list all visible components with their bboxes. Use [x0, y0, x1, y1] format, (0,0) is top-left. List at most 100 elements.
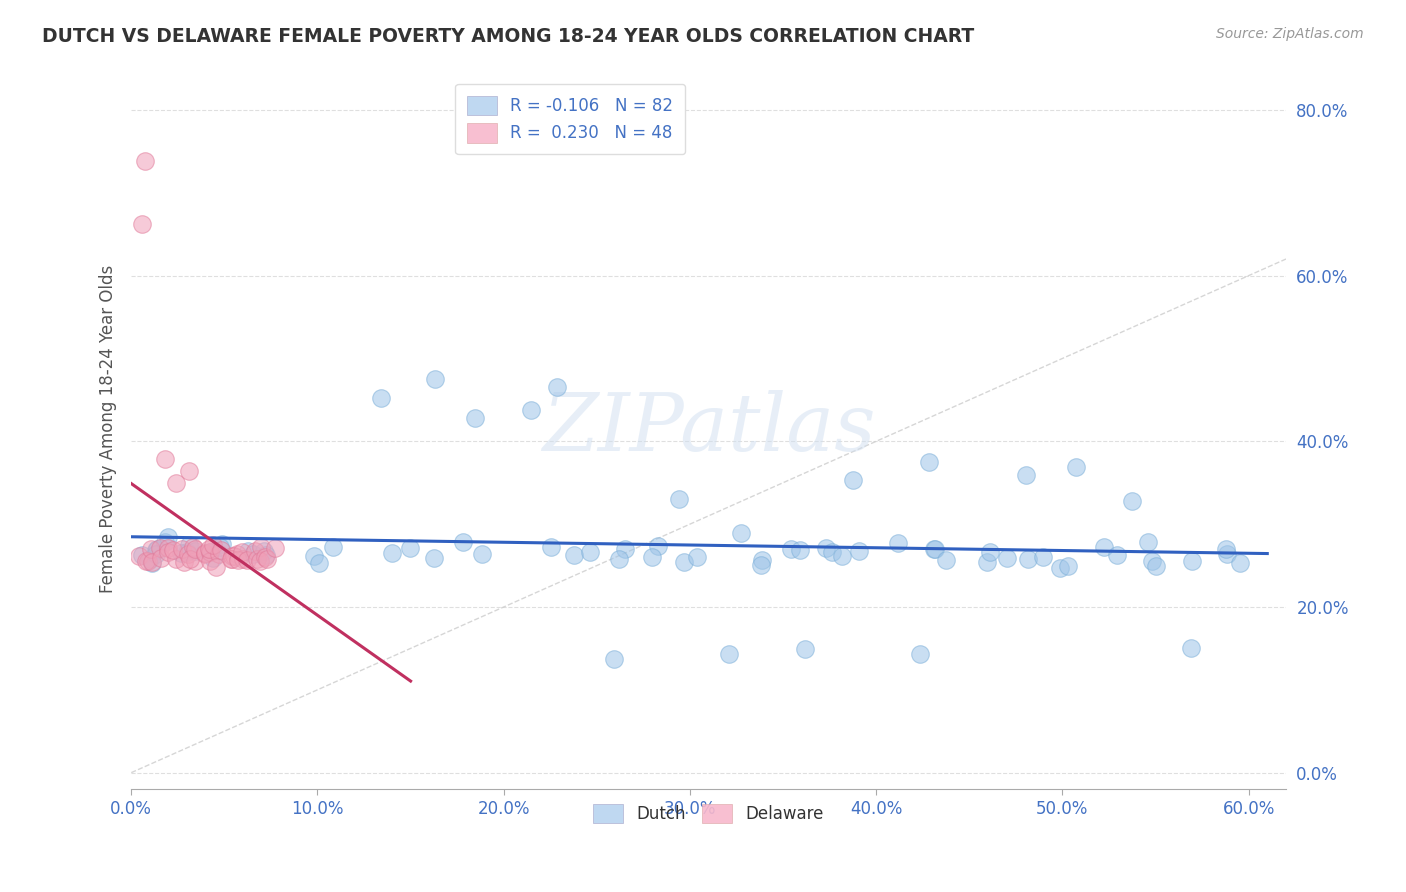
Point	[935, 552, 957, 566]
Point	[751, 553, 773, 567]
Point	[194, 547, 217, 561]
Text: Source: ZipAtlas.com: Source: ZipAtlas.com	[1216, 27, 1364, 41]
Point	[198, 545, 221, 559]
Point	[173, 555, 195, 569]
Point	[153, 451, 176, 466]
Point	[208, 547, 231, 561]
Point	[141, 555, 163, 569]
Point	[165, 475, 187, 490]
Point	[686, 550, 709, 565]
Point	[976, 555, 998, 569]
Point	[156, 544, 179, 558]
Text: ZIPatlas: ZIPatlas	[541, 390, 876, 467]
Point	[641, 550, 664, 565]
Point	[924, 541, 946, 556]
Point	[1032, 549, 1054, 564]
Point	[1144, 559, 1167, 574]
Point	[246, 551, 269, 566]
Point	[157, 541, 180, 556]
Point	[997, 550, 1019, 565]
Point	[236, 544, 259, 558]
Y-axis label: Female Poverty Among 18-24 Year Olds: Female Poverty Among 18-24 Year Olds	[100, 265, 117, 593]
Point	[264, 541, 287, 555]
Point	[177, 537, 200, 551]
Point	[668, 491, 690, 506]
Point	[464, 411, 486, 425]
Point	[471, 547, 494, 561]
Point	[250, 540, 273, 554]
Point	[131, 548, 153, 562]
Point	[184, 544, 207, 558]
Point	[179, 551, 201, 566]
Point	[224, 549, 246, 563]
Point	[139, 551, 162, 566]
Point	[226, 552, 249, 566]
Point	[308, 556, 330, 570]
Point	[221, 549, 243, 563]
Point	[814, 541, 837, 555]
Point	[146, 541, 169, 556]
Point	[177, 547, 200, 561]
Point	[562, 549, 585, 563]
Point	[579, 545, 602, 559]
Point	[519, 402, 541, 417]
Point	[145, 543, 167, 558]
Point	[219, 552, 242, 566]
Point	[1015, 468, 1038, 483]
Point	[1049, 561, 1071, 575]
Point	[321, 541, 343, 555]
Point	[162, 543, 184, 558]
Point	[979, 545, 1001, 559]
Point	[1107, 549, 1129, 563]
Point	[209, 543, 232, 558]
Point	[184, 541, 207, 556]
Point	[370, 391, 392, 405]
Point	[789, 542, 811, 557]
Point	[177, 465, 200, 479]
Point	[209, 541, 232, 555]
Point	[200, 545, 222, 559]
Point	[546, 380, 568, 394]
Point	[918, 454, 941, 468]
Point	[201, 550, 224, 565]
Point	[232, 552, 254, 566]
Point	[181, 540, 204, 554]
Point	[540, 540, 562, 554]
Point	[924, 541, 946, 556]
Point	[423, 550, 446, 565]
Point	[730, 526, 752, 541]
Point	[135, 554, 157, 568]
Point	[131, 217, 153, 231]
Point	[254, 548, 277, 562]
Point	[157, 530, 180, 544]
Point	[141, 557, 163, 571]
Point	[256, 552, 278, 566]
Point	[751, 558, 773, 572]
Point	[245, 544, 267, 558]
Point	[887, 535, 910, 549]
Point	[1017, 552, 1039, 566]
Point	[170, 542, 193, 557]
Point	[204, 559, 226, 574]
Point	[1121, 494, 1143, 508]
Point	[184, 554, 207, 568]
Point	[253, 550, 276, 565]
Point	[718, 647, 741, 661]
Point	[249, 554, 271, 568]
Point	[194, 545, 217, 559]
Point	[149, 541, 172, 556]
Point	[1140, 554, 1163, 568]
Text: DUTCH VS DELAWARE FEMALE POVERTY AMONG 18-24 YEAR OLDS CORRELATION CHART: DUTCH VS DELAWARE FEMALE POVERTY AMONG 1…	[42, 27, 974, 45]
Point	[780, 541, 803, 556]
Point	[153, 535, 176, 549]
Point	[1092, 540, 1115, 554]
Point	[831, 549, 853, 563]
Point	[602, 651, 624, 665]
Point	[236, 552, 259, 566]
Point	[848, 543, 870, 558]
Point	[170, 546, 193, 560]
Point	[381, 546, 404, 560]
Point	[672, 555, 695, 569]
Point	[647, 539, 669, 553]
Point	[302, 549, 325, 564]
